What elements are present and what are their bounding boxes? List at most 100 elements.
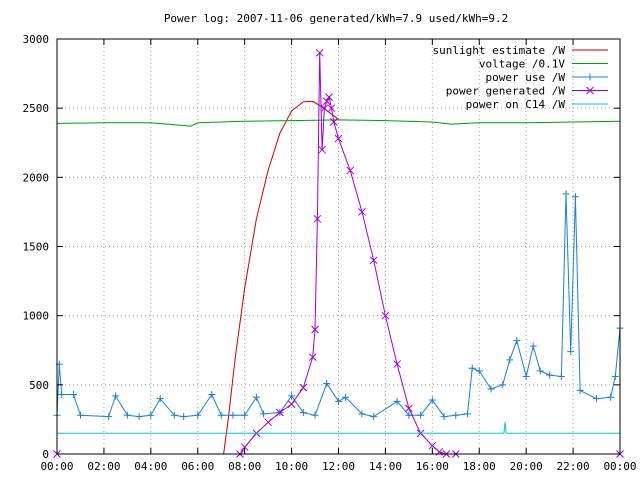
x-tick-label: 02:00 xyxy=(87,460,120,473)
y-tick-label: 3000 xyxy=(23,33,50,46)
data-point xyxy=(241,411,249,419)
data-point xyxy=(611,373,619,381)
data-point xyxy=(546,371,554,379)
data-point xyxy=(252,393,260,401)
data-point xyxy=(318,145,326,154)
data-point xyxy=(487,385,495,393)
data-point xyxy=(405,411,413,419)
legend-label: power on C14 /W xyxy=(466,98,566,111)
x-tick-label: 10:00 xyxy=(275,460,308,473)
data-point xyxy=(170,411,178,419)
x-tick-label: 20:00 xyxy=(510,460,543,473)
data-point xyxy=(135,413,143,421)
data-point xyxy=(259,410,267,418)
legend-marker xyxy=(586,73,594,81)
series-sunlight-estimate-w xyxy=(223,100,339,455)
data-point xyxy=(276,408,284,417)
data-point xyxy=(393,397,401,405)
data-point xyxy=(440,413,448,421)
data-point xyxy=(576,386,584,394)
data-point xyxy=(323,379,331,387)
data-point xyxy=(464,410,472,418)
data-point xyxy=(320,104,329,113)
y-tick-label: 1500 xyxy=(23,241,50,254)
data-point xyxy=(405,404,413,413)
data-point xyxy=(327,104,336,113)
data-point xyxy=(322,97,331,106)
series-power-use-w xyxy=(53,190,624,421)
x-tick-label: 22:00 xyxy=(557,460,590,473)
x-tick-label: 08:00 xyxy=(228,460,261,473)
data-point xyxy=(417,411,425,419)
data-point xyxy=(329,118,338,126)
data-point xyxy=(468,364,476,372)
data-point xyxy=(69,391,77,399)
data-point xyxy=(499,381,507,389)
data-point xyxy=(217,411,225,419)
data-point xyxy=(123,411,131,419)
y-tick-label: 2000 xyxy=(23,171,50,184)
series-line xyxy=(57,422,620,434)
x-tick-label: 16:00 xyxy=(416,460,449,473)
data-point xyxy=(370,413,378,421)
data-point xyxy=(342,393,350,401)
data-point xyxy=(58,391,66,399)
data-point xyxy=(393,360,401,368)
data-point xyxy=(557,373,565,381)
data-point xyxy=(311,411,319,419)
data-point xyxy=(607,393,615,401)
data-point xyxy=(112,392,120,400)
data-point xyxy=(428,441,437,450)
y-tick-label: 1000 xyxy=(23,310,50,323)
series-line xyxy=(57,52,620,455)
data-point xyxy=(567,348,575,356)
data-point xyxy=(287,400,296,409)
data-point xyxy=(369,256,378,265)
data-point xyxy=(105,413,113,421)
series-line xyxy=(223,100,339,455)
data-point xyxy=(299,383,308,392)
data-point xyxy=(156,395,164,403)
legend-label: sunlight estimate /W xyxy=(433,44,566,57)
x-tick-label: 04:00 xyxy=(134,460,167,473)
legend-marker xyxy=(586,86,594,95)
data-point xyxy=(308,353,317,362)
data-point xyxy=(381,311,390,320)
data-point xyxy=(240,443,249,451)
data-point xyxy=(229,411,237,419)
data-point xyxy=(325,93,333,101)
data-point xyxy=(147,411,155,419)
data-point xyxy=(194,411,202,419)
data-point xyxy=(288,392,296,400)
data-point xyxy=(180,413,188,421)
series-voltage-0-1v xyxy=(56,119,621,127)
x-tick-label: 00:00 xyxy=(40,460,73,473)
data-point xyxy=(452,411,460,419)
x-tick-label: 18:00 xyxy=(463,460,496,473)
data-point xyxy=(513,337,521,345)
data-point xyxy=(311,325,319,334)
y-tick-label: 0 xyxy=(42,448,49,461)
data-point xyxy=(358,410,366,418)
x-tick-label: 00:00 xyxy=(603,460,636,473)
x-tick-label: 06:00 xyxy=(181,460,214,473)
data-point xyxy=(522,373,530,381)
series-layer xyxy=(53,48,624,458)
x-tick-label: 12:00 xyxy=(322,460,355,473)
legend-label: power use /W xyxy=(486,71,566,84)
chart-title: Power log: 2007-11-06 generated/kWh=7.9 … xyxy=(164,12,508,25)
data-point xyxy=(529,342,537,350)
data-point xyxy=(299,409,307,416)
data-point xyxy=(358,208,366,216)
legend-label: power generated /W xyxy=(446,85,566,98)
data-point xyxy=(562,190,570,198)
data-point xyxy=(506,356,514,364)
data-point xyxy=(346,166,355,175)
x-tick-label: 14:00 xyxy=(369,460,402,473)
data-point xyxy=(428,396,436,404)
y-tick-label: 500 xyxy=(29,379,49,392)
axis-labels: 0 500 1000 1500 2000 2500 3000 00:00 02:00 04:00 0… xyxy=(23,33,637,473)
data-point xyxy=(571,193,579,201)
